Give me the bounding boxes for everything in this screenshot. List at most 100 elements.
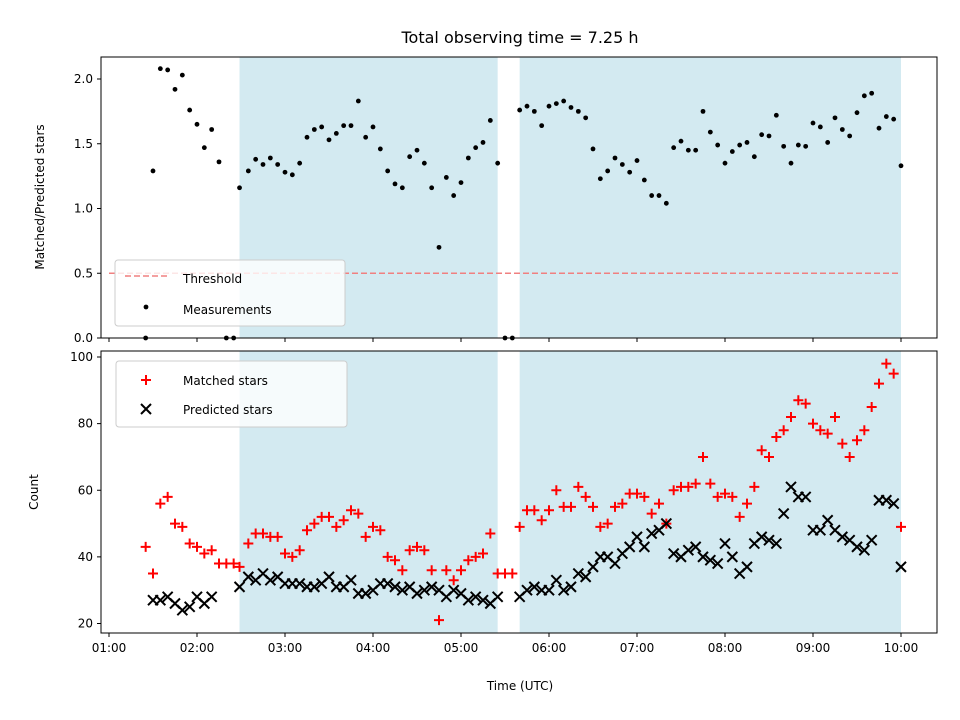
measurement-point (289, 172, 295, 178)
predicted-star-point (821, 514, 834, 526)
matched-star-point (184, 538, 195, 549)
bottom-legend-box (115, 360, 348, 428)
matched-star-point (382, 551, 393, 562)
measurement-point (898, 163, 904, 169)
measurement-point (355, 98, 361, 104)
measurement-point (179, 72, 185, 78)
measurement-point (341, 123, 347, 129)
chart-title: Total observing time = 7.25 h (400, 28, 638, 47)
legend-predicted-label: Predicted stars (183, 403, 273, 417)
measurement-point (363, 134, 369, 140)
predicted-star-point (631, 531, 643, 543)
measurement-point (319, 124, 325, 130)
matched-star-point (360, 531, 371, 542)
matched-star-point (390, 555, 400, 566)
predicted-star-point (667, 547, 680, 560)
predicted-star-point (858, 544, 871, 556)
measurement-point (678, 138, 684, 144)
legend-threshold-label: Threshold (182, 272, 242, 286)
matched-star-point (815, 425, 826, 436)
x-tick-label: 01:00 (92, 641, 127, 655)
matched-star-point (800, 398, 811, 409)
measurement-point (883, 114, 889, 119)
predicted-star-point (462, 594, 475, 606)
matched-star-point (742, 498, 752, 509)
measurement-point (414, 147, 420, 153)
legend-measurements-swatch (143, 304, 149, 310)
predicted-star-point (389, 581, 401, 593)
matched-star-point (199, 548, 210, 559)
measurement-point (700, 108, 706, 114)
predicted-star-point (242, 571, 255, 583)
measurement-point (766, 133, 772, 139)
matched-star-point (822, 428, 833, 439)
matched-star-point (683, 481, 694, 492)
matched-star-point (756, 445, 767, 456)
bottom-legend: Matched stars Predicted stars (115, 360, 348, 428)
matched-star-point (148, 568, 158, 579)
matched-star-point (419, 545, 430, 556)
predicted-star-point (205, 591, 218, 603)
matched-star-point (412, 541, 422, 552)
predicted-star-point (411, 587, 423, 600)
measurement-point (671, 145, 677, 151)
bottom-axes-frame (100, 350, 938, 634)
measurement-point (553, 101, 559, 107)
predicted-star-point (777, 507, 790, 520)
matched-star-point (610, 501, 620, 512)
measurement-point (436, 244, 442, 250)
matched-star-point (228, 558, 239, 569)
predicted-star-point (887, 497, 900, 510)
matched-star-point (258, 528, 268, 539)
matched-star-point (808, 418, 818, 429)
measurement-point (348, 123, 354, 129)
matched-star-point (140, 541, 151, 552)
measurement-point (546, 103, 552, 109)
measurement-point (377, 146, 383, 152)
observing-interval-1 (519, 57, 901, 338)
measurement-points (143, 66, 904, 341)
measurement-point (693, 147, 699, 153)
matched-star-point (844, 451, 855, 462)
measurement-point (443, 175, 449, 180)
matched-star-point (234, 561, 245, 572)
measurement-point (619, 162, 625, 167)
matched-star-point (404, 545, 415, 556)
measurement-point (216, 159, 222, 165)
measurement-point (245, 168, 251, 174)
predicted-star-point (645, 527, 658, 540)
predicted-star-point (233, 581, 246, 593)
predicted-star-point (623, 541, 636, 553)
matched-star-point (353, 508, 364, 519)
measurement-point (421, 160, 427, 166)
measurement-point (634, 158, 640, 163)
matched-star-point (192, 541, 202, 552)
measurement-point (575, 108, 581, 114)
matched-star-point (507, 568, 518, 579)
measurement-point (297, 160, 303, 166)
bottom-y-tick-label: 100 (70, 350, 93, 364)
predicted-star-point (726, 551, 739, 563)
predicted-star-point (799, 491, 812, 503)
measurement-point (605, 168, 611, 174)
measurement-point (839, 127, 845, 132)
measurement-point (825, 140, 831, 145)
measurement-point (370, 124, 376, 130)
predicted-star-point (763, 534, 775, 546)
matched-star-point (881, 358, 892, 369)
predicted-star-point (491, 591, 504, 603)
predicted-star-point (660, 517, 673, 530)
matched-star-point (177, 521, 188, 532)
matched-stars-points (140, 358, 906, 626)
predicted-star-point (609, 557, 621, 570)
measurement-point (597, 176, 603, 182)
measurement-point (392, 181, 398, 187)
ratio-panel: 0.00.51.01.52.0 Matched/Predicted stars … (33, 56, 938, 345)
matched-star-point (272, 531, 283, 542)
predicted-star-point (755, 531, 768, 543)
measurement-point (832, 115, 838, 121)
predicted-star-point (565, 581, 577, 593)
measurement-point (795, 142, 801, 148)
matched-star-point (734, 511, 745, 522)
matched-star-point (485, 528, 496, 539)
